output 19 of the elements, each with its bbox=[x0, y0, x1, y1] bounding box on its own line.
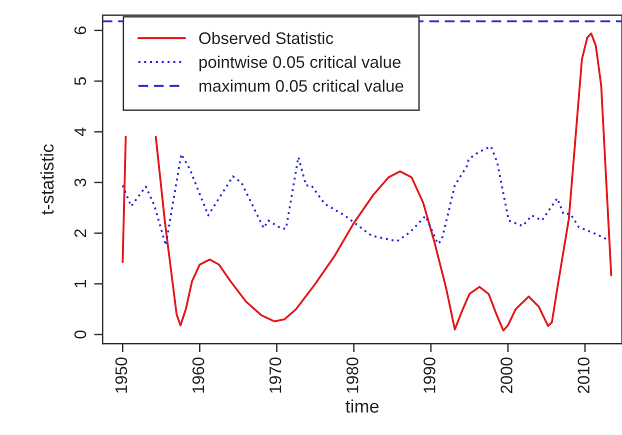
y-tick-label: 4 bbox=[74, 128, 86, 136]
y-axis-title: t-statistic bbox=[40, 144, 54, 215]
y-tick-label: 3 bbox=[74, 178, 86, 186]
x-tick-label: 1970 bbox=[269, 357, 282, 393]
x-tick-label: 1950 bbox=[115, 357, 128, 393]
legend-label: Observed Statistic bbox=[199, 32, 334, 44]
x-tick-label: 1980 bbox=[346, 357, 358, 393]
legend-label: pointwise 0.05 critical value bbox=[199, 56, 401, 72]
y-tick-label: 0 bbox=[74, 330, 86, 339]
x-tick-label: 1960 bbox=[192, 357, 204, 393]
x-tick-label: 2000 bbox=[500, 357, 512, 394]
y-tick-label: 6 bbox=[74, 26, 86, 34]
x-tick-label: 1990 bbox=[424, 357, 436, 393]
y-tick-label: 2 bbox=[74, 229, 86, 237]
y-tick-label: 1 bbox=[74, 280, 86, 288]
legend-label: maximum 0.05 critical value bbox=[200, 80, 404, 92]
x-tick-label: 2010 bbox=[578, 357, 590, 394]
y-tick-label: 5 bbox=[74, 77, 86, 86]
x-axis-title: time bbox=[346, 399, 379, 413]
